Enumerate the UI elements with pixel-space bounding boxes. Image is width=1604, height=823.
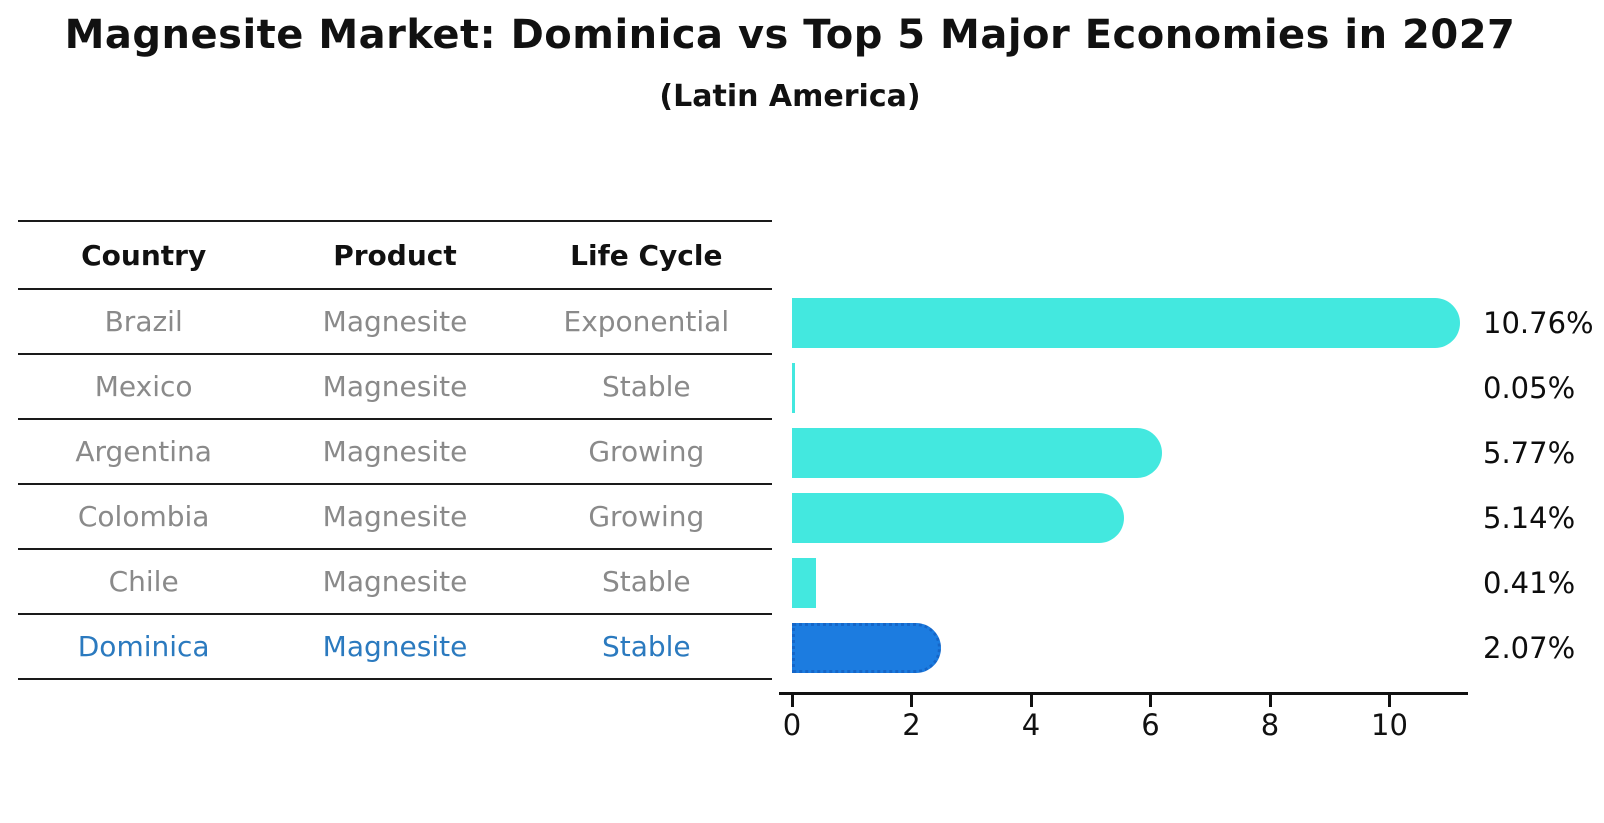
life-cycle-cell: Stable: [601, 565, 691, 598]
value-label-dominica: 2.07%: [1483, 630, 1576, 665]
country-cell: Chile: [108, 565, 179, 598]
country-cell: Brazil: [104, 305, 183, 338]
value-label-mexico: 0.05%: [1483, 370, 1576, 405]
product-cell: Magnesite: [322, 630, 468, 663]
product-cell: Magnesite: [322, 565, 468, 598]
bar-colombia: [792, 492, 1125, 543]
bar-chile: [792, 557, 817, 608]
bar-brazil: [792, 297, 1460, 348]
x-tick-mark-2: [910, 694, 913, 707]
product-cell: Magnesite: [322, 305, 468, 338]
value-label-colombia: 5.14%: [1483, 500, 1576, 535]
product-cell: Magnesite: [322, 435, 468, 468]
life-cycle-cell: Growing: [588, 435, 705, 468]
table-row-colombia: Colombia Magnesite Growing: [18, 485, 772, 550]
life-cycle-cell: Stable: [601, 630, 691, 663]
x-tick-mark-10: [1388, 694, 1391, 707]
x-tick-mark-4: [1029, 694, 1033, 707]
x-tick-label-10: 10: [1371, 708, 1408, 742]
table-header-row: Country Product Life Cycle: [18, 222, 772, 290]
country-cell: Colombia: [77, 500, 210, 533]
table-row-argentina: Argentina Magnesite Growing: [18, 420, 772, 485]
bar-dominica: [792, 622, 941, 673]
column-header-country: Country: [81, 238, 207, 272]
x-tick-label-2: 2: [902, 708, 921, 742]
life-cycle-cell: Stable: [601, 370, 691, 403]
x-tick-mark-0: [790, 694, 794, 707]
table-row-dominica: Dominica Magnesite Stable: [18, 615, 772, 680]
table-row-chile: Chile Magnesite Stable: [18, 550, 772, 615]
bar-argentina: [792, 427, 1162, 478]
x-tick-label-4: 4: [1021, 708, 1041, 742]
x-tick-mark-8: [1268, 694, 1272, 707]
product-cell: Magnesite: [322, 370, 468, 403]
x-tick-label-6: 6: [1141, 708, 1160, 742]
value-label-brazil: 10.76%: [1483, 305, 1594, 340]
life-cycle-cell: Exponential: [563, 305, 730, 338]
table-row-brazil: Brazil Magnesite Exponential: [18, 290, 772, 355]
table-body: Brazil Magnesite Exponential Mexico Magnesit…: [18, 290, 772, 680]
value-label-chile: 0.41%: [1483, 565, 1576, 600]
table-row-mexico: Mexico Magnesite Stable: [18, 355, 772, 420]
country-cell: Mexico: [94, 370, 193, 403]
country-cell: Dominica: [77, 630, 210, 663]
column-header-product: Product: [333, 238, 457, 272]
column-header-life-cycle: Life Cycle: [570, 238, 723, 272]
value-label-argentina: 5.77%: [1483, 435, 1576, 470]
product-cell: Magnesite: [322, 500, 468, 533]
x-tick-mark-6: [1149, 694, 1152, 707]
life-cycle-cell: Growing: [588, 500, 705, 533]
country-cell: Argentina: [75, 435, 212, 468]
bar-mexico: [792, 362, 795, 413]
x-axis-line: [779, 692, 1468, 695]
chart-title: Magnesite Market: Dominica vs Top 5 Majo…: [64, 12, 1516, 58]
comparison-table: Country Product Life Cycle Brazil Magnesite…: [18, 220, 772, 680]
x-tick-label-0: 0: [782, 708, 802, 742]
chart-subtitle: (Latin America): [659, 79, 921, 114]
x-tick-label-8: 8: [1260, 708, 1280, 742]
